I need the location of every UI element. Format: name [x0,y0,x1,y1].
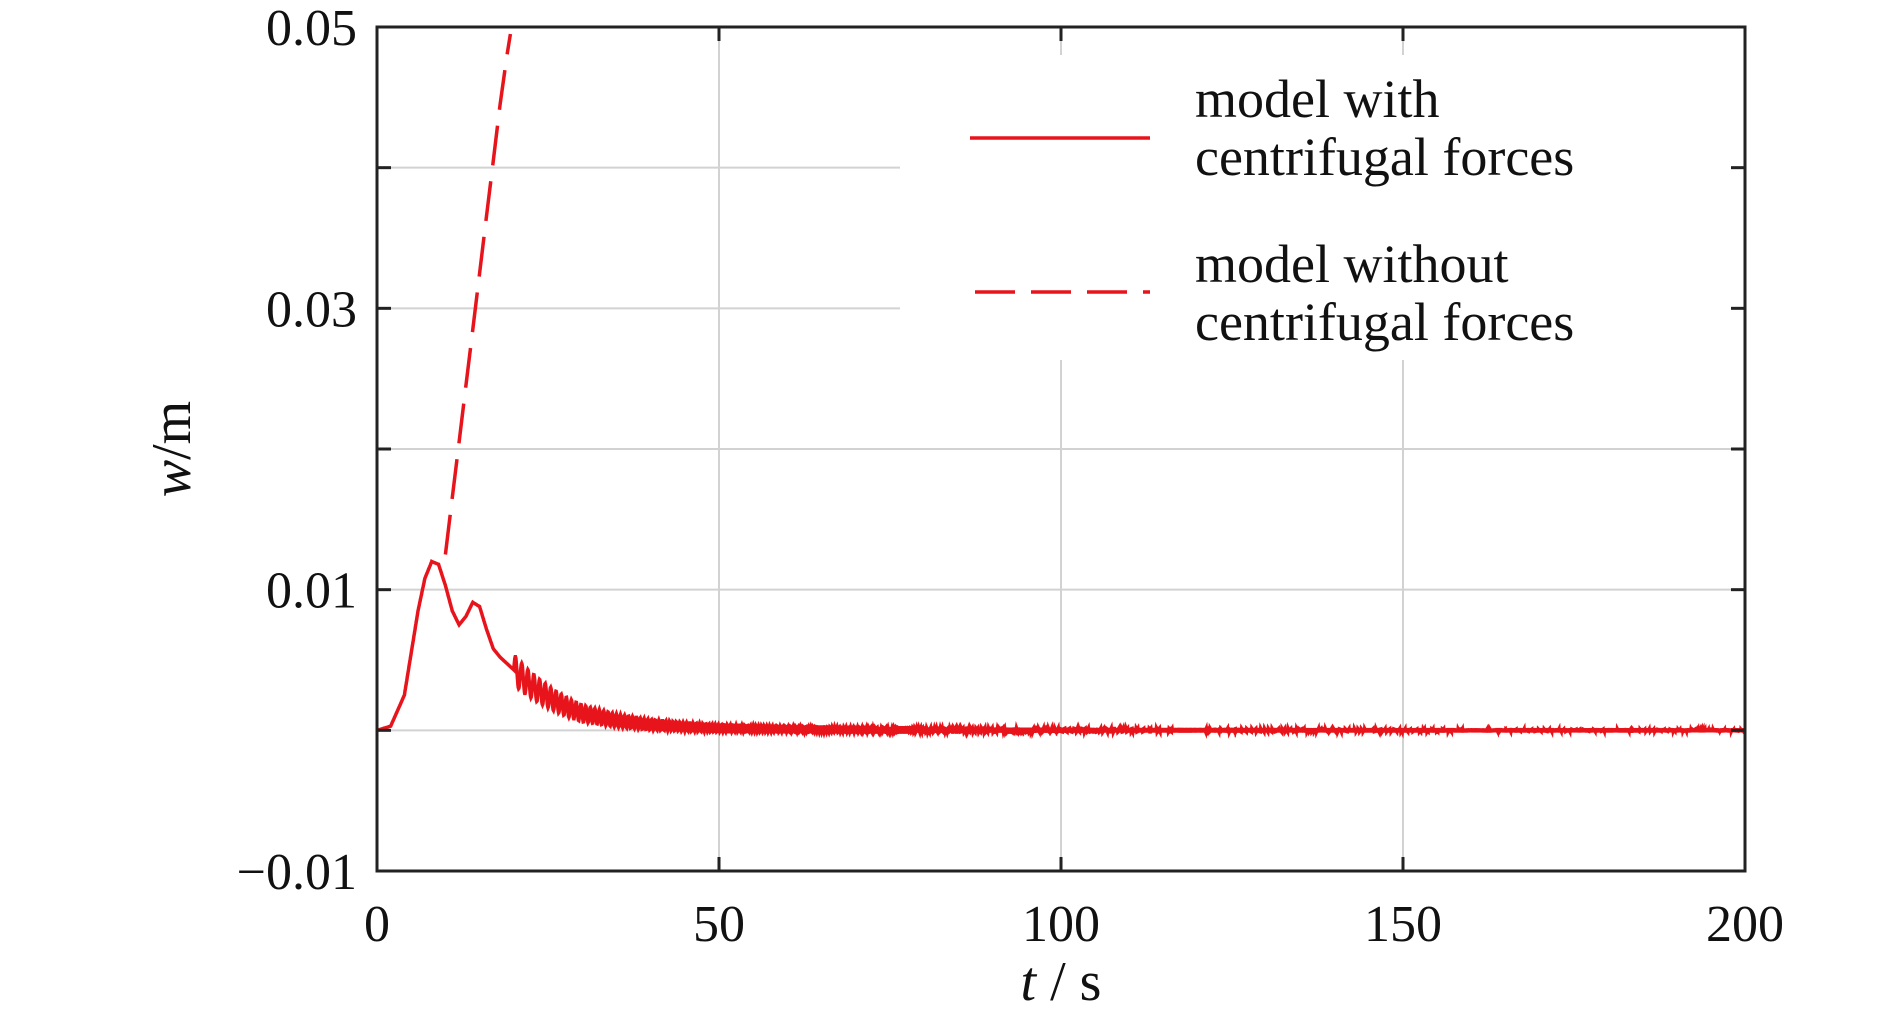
legend-label-with: model with centrifugal forces [1195,69,1574,187]
legend-label-line: model with [1195,69,1439,129]
legend-background [900,55,1740,360]
axis-ticks [375,25,1747,873]
x-tick-label: 0 [364,896,390,953]
legend-label-line: model without [1195,234,1508,294]
legend-label-line: centrifugal forces [1195,127,1574,187]
y-axis-title: w/m [141,401,203,497]
x-tick-label: 200 [1706,896,1784,953]
series-line-without-centrifugal [443,33,513,555]
x-axis-var: t [1021,951,1038,1013]
series-line-with-centrifugal [377,559,1745,740]
series-lines [377,33,1745,740]
y-axis-unit: /m [141,401,203,460]
x-axis-unit: / s [1036,951,1101,1013]
y-tick-label: 0.03 [266,281,357,338]
y-tick-label: −0.01 [237,844,357,901]
tick-labels: 0 50 100 150 200 −0.01 0.01 0.03 0.05 [237,0,1784,953]
y-tick-label: 0.05 [266,0,357,57]
x-tick-label: 150 [1364,896,1442,953]
legend-label-line: centrifugal forces [1195,292,1574,352]
x-tick-label: 50 [693,896,745,953]
legend-label-without: model without centrifugal forces [1195,234,1574,352]
x-tick-label: 100 [1022,896,1100,953]
y-axis-var: w [141,460,203,497]
x-axis-title: t / s [1021,951,1102,1013]
y-tick-label: 0.01 [266,563,357,620]
